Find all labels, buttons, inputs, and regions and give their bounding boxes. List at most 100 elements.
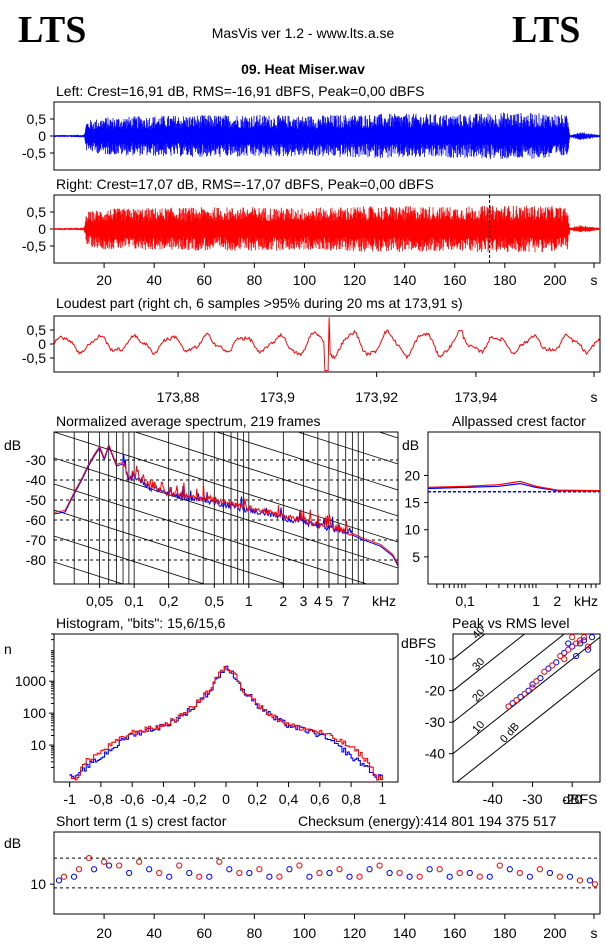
y-tick-label: 0,5 [27, 204, 47, 220]
scatter-point-right [557, 652, 564, 660]
crest-point-left [466, 869, 473, 877]
x-tick-label: 3 [300, 593, 308, 609]
scatter-point-left [509, 700, 516, 707]
app-title: MasVis ver 1.2 - www.lts.a.se [211, 25, 395, 41]
crest-point-left [546, 869, 554, 877]
scatter-point-right [505, 703, 512, 710]
y-tick-label: 10 [30, 876, 46, 892]
slope-line [54, 302, 398, 412]
scatter-point-right [569, 634, 576, 641]
crest-point-right [236, 869, 243, 877]
y-tick-label: 10 [30, 737, 46, 753]
scatter-point-left [553, 659, 560, 666]
scatter-point-left [529, 681, 536, 688]
loudest-trace [53, 317, 601, 372]
crest-lines [453, 634, 600, 782]
scatter-point-left [581, 637, 588, 644]
x-tick-label: 0,2 [248, 791, 268, 807]
panel-title: Allpassed crest factor [452, 413, 586, 429]
crest-point-right [556, 873, 564, 880]
scatter-point-right [565, 646, 572, 653]
scatter-point-left [561, 649, 568, 656]
crest-point-left [55, 877, 63, 884]
slope-line [54, 640, 398, 750]
x-tick-label: 4 [314, 593, 322, 609]
crest-point-left [146, 866, 153, 873]
slope-line [54, 509, 287, 584]
crest-point-right [476, 873, 483, 880]
x-tick-label: 173,9 [260, 389, 295, 405]
plot-frame [53, 831, 601, 915]
y-tick-label: -0,5 [22, 238, 46, 254]
checksum-value: 414 801 194 375 517 [424, 813, 557, 829]
scatter-point-left [565, 640, 572, 647]
crest-point-right [156, 869, 163, 877]
crest-point-left [286, 866, 293, 873]
crest-point-left [326, 869, 333, 877]
panel-title: Histogram, "bits": 15,6/15,6 [56, 615, 226, 631]
histogram-right [69, 665, 383, 781]
crest-point-right [316, 869, 323, 877]
x-tick-label: 200 [543, 925, 567, 941]
crest-point-right [496, 862, 503, 869]
y-tick-label: -30 [425, 714, 445, 730]
crest-point-left [506, 866, 513, 873]
y-tick-label: -20 [425, 683, 445, 699]
y-tick-label: -40 [425, 746, 445, 762]
slope-line [54, 535, 206, 584]
x-tick-label: 0,6 [310, 791, 330, 807]
y-tick-label: 0,5 [27, 111, 47, 127]
panel-title: Peak vs RMS level [452, 615, 569, 631]
x-tick-label: 160 [443, 272, 467, 288]
crest-point-left [446, 873, 453, 880]
y-axis-label: dB [4, 437, 21, 453]
crest-point-left [90, 866, 98, 873]
y-tick-label: -60 [26, 512, 46, 528]
y-tick-label: -0,5 [22, 350, 46, 366]
y-tick-label: 20 [404, 467, 420, 483]
x-tick-label: -30 [522, 791, 542, 807]
x-tick-label: 0 [222, 791, 230, 807]
crest-point-right [216, 858, 223, 865]
scatter-point-left [569, 643, 576, 650]
crest-point-left [266, 873, 273, 880]
slope-line [215, 432, 398, 491]
x-tick-label: 173,92 [355, 389, 398, 405]
x-tick-label: 0,1 [124, 593, 144, 609]
y-tick-label: -80 [26, 552, 46, 568]
x-tick-label: 120 [343, 925, 367, 941]
crest-point-left [366, 866, 373, 873]
crest-point-right [396, 869, 403, 877]
scatter-point-right [577, 637, 584, 644]
slope-lines [54, 302, 398, 750]
plot-frame [427, 431, 601, 585]
scatter-point-right [561, 656, 568, 663]
scatter-point-right [549, 662, 556, 669]
checksum-label: Checksum (energy): [298, 813, 424, 829]
crest-point-left [526, 873, 533, 880]
scatter-point-right [513, 697, 520, 704]
spectrum-left [53, 446, 399, 567]
crest-point-right [276, 873, 283, 880]
file-title: 09. Heat Miser.wav [241, 61, 365, 77]
crest-point-right [116, 862, 123, 869]
x-tick-label: 60 [196, 925, 212, 941]
crest-point-right [60, 873, 68, 880]
crest-point-right [256, 866, 263, 873]
scatter-point-left [584, 646, 592, 653]
y-tick-label: 10 [404, 522, 420, 538]
scatter-point-right [541, 668, 548, 675]
crest-point-right [136, 858, 143, 865]
histogram-left [69, 665, 383, 781]
crest-point-left [386, 869, 393, 877]
x-tick-label: 0,1 [455, 593, 475, 609]
crest-line [456, 668, 600, 782]
lts-logo-right: LTS [512, 9, 581, 51]
crest-point-right [416, 873, 423, 880]
crest-point-right [85, 854, 93, 862]
x-tick-label: 140 [393, 925, 417, 941]
slope-line [54, 561, 125, 584]
panel-title: Right: Crest=17,07 dB, RMS=-17,07 dBFS, … [56, 176, 434, 192]
crest-point-left [186, 869, 193, 877]
